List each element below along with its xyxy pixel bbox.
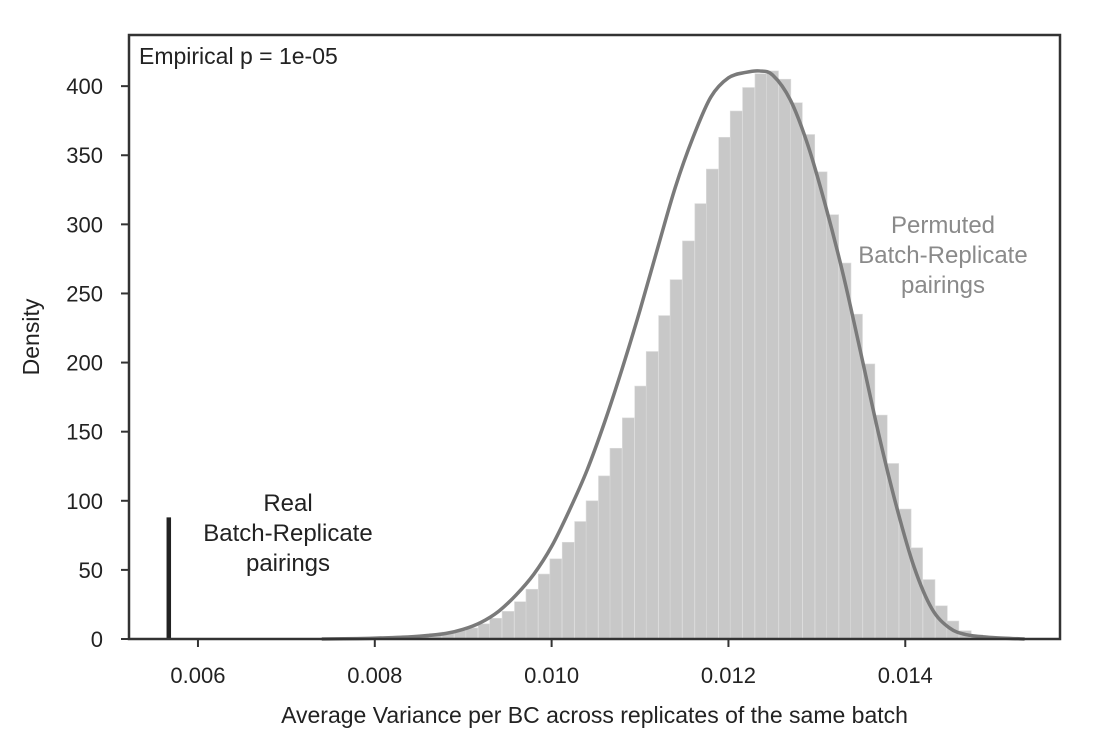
histogram-bar (634, 385, 648, 640)
x-tick-label: 0.008 (347, 663, 402, 688)
histogram-bar (766, 70, 779, 640)
histogram-bar (585, 500, 599, 640)
y-tick-label: 200 (66, 351, 103, 376)
histogram-bars (321, 70, 1020, 640)
histogram-bar (538, 573, 551, 640)
histogram-bar (609, 447, 623, 640)
y-tick-label: 50 (79, 558, 103, 583)
x-tick-label: 0.010 (524, 663, 579, 688)
y-tick-label: 350 (66, 143, 103, 168)
histogram-bar (802, 134, 816, 640)
histogram-bar (658, 315, 671, 640)
histogram-bar (850, 313, 863, 640)
permuted-label-line-1: Permuted (891, 212, 995, 239)
histogram-bar (645, 351, 659, 640)
real-pairings-label: Real Batch-Replicate pairings (203, 490, 372, 577)
real-label-line-3: pairings (246, 550, 330, 577)
histogram-bar (477, 623, 491, 640)
histogram-bar (814, 171, 828, 640)
y-tick-label: 300 (66, 212, 103, 237)
real-label-line-2: Batch-Replicate (203, 520, 372, 547)
y-tick-label: 100 (66, 489, 103, 514)
histogram-bar (729, 110, 743, 640)
histogram-bar (778, 78, 792, 640)
kde-curve (321, 69, 1025, 641)
permuted-label-line-2: Batch-Replicate (858, 242, 1027, 269)
histogram-bar (669, 279, 683, 640)
histogram-bar (790, 102, 803, 640)
histogram-bar (694, 203, 708, 640)
histogram-bar (718, 136, 732, 640)
y-tick-label: 400 (66, 74, 103, 99)
x-tick-label: 0.014 (878, 663, 933, 688)
histogram-bar (622, 417, 635, 640)
histogram-bar (598, 475, 611, 640)
histogram-bar (706, 168, 719, 640)
empirical-p-annotation: Empirical p = 1e-05 (139, 43, 338, 69)
real-label-line-1: Real (263, 490, 312, 517)
histogram-bar (549, 558, 563, 640)
histogram-bar (682, 240, 695, 640)
y-tick-label: 0 (91, 627, 103, 652)
histogram-bar (561, 541, 575, 640)
histogram-bar (514, 601, 527, 640)
histogram-bar (826, 214, 839, 640)
histogram-bar (489, 617, 503, 640)
x-axis-ticks: 0.006 0.008 0.010 0.012 0.014 (170, 639, 933, 688)
x-axis-title: Average Variance per BC across replicate… (281, 702, 908, 728)
permuted-pairings-label: Permuted Batch-Replicate pairings (858, 212, 1027, 299)
histogram-bar (574, 521, 587, 640)
histogram-bar (742, 87, 755, 640)
permuted-label-line-3: pairings (901, 272, 985, 299)
plot-frame (127, 33, 1062, 641)
histogram-bar (525, 588, 539, 640)
x-tick-label: 0.012 (701, 663, 756, 688)
histogram-bar (501, 611, 515, 640)
x-tick-label: 0.006 (170, 663, 225, 688)
y-tick-label: 250 (66, 281, 103, 306)
histogram-bar (838, 262, 852, 640)
y-axis-title: Density (18, 298, 44, 375)
y-axis-ticks: 0 50 100 150 200 250 300 350 400 (66, 74, 129, 652)
histogram-bar (754, 73, 768, 640)
y-tick-label: 150 (66, 420, 103, 445)
